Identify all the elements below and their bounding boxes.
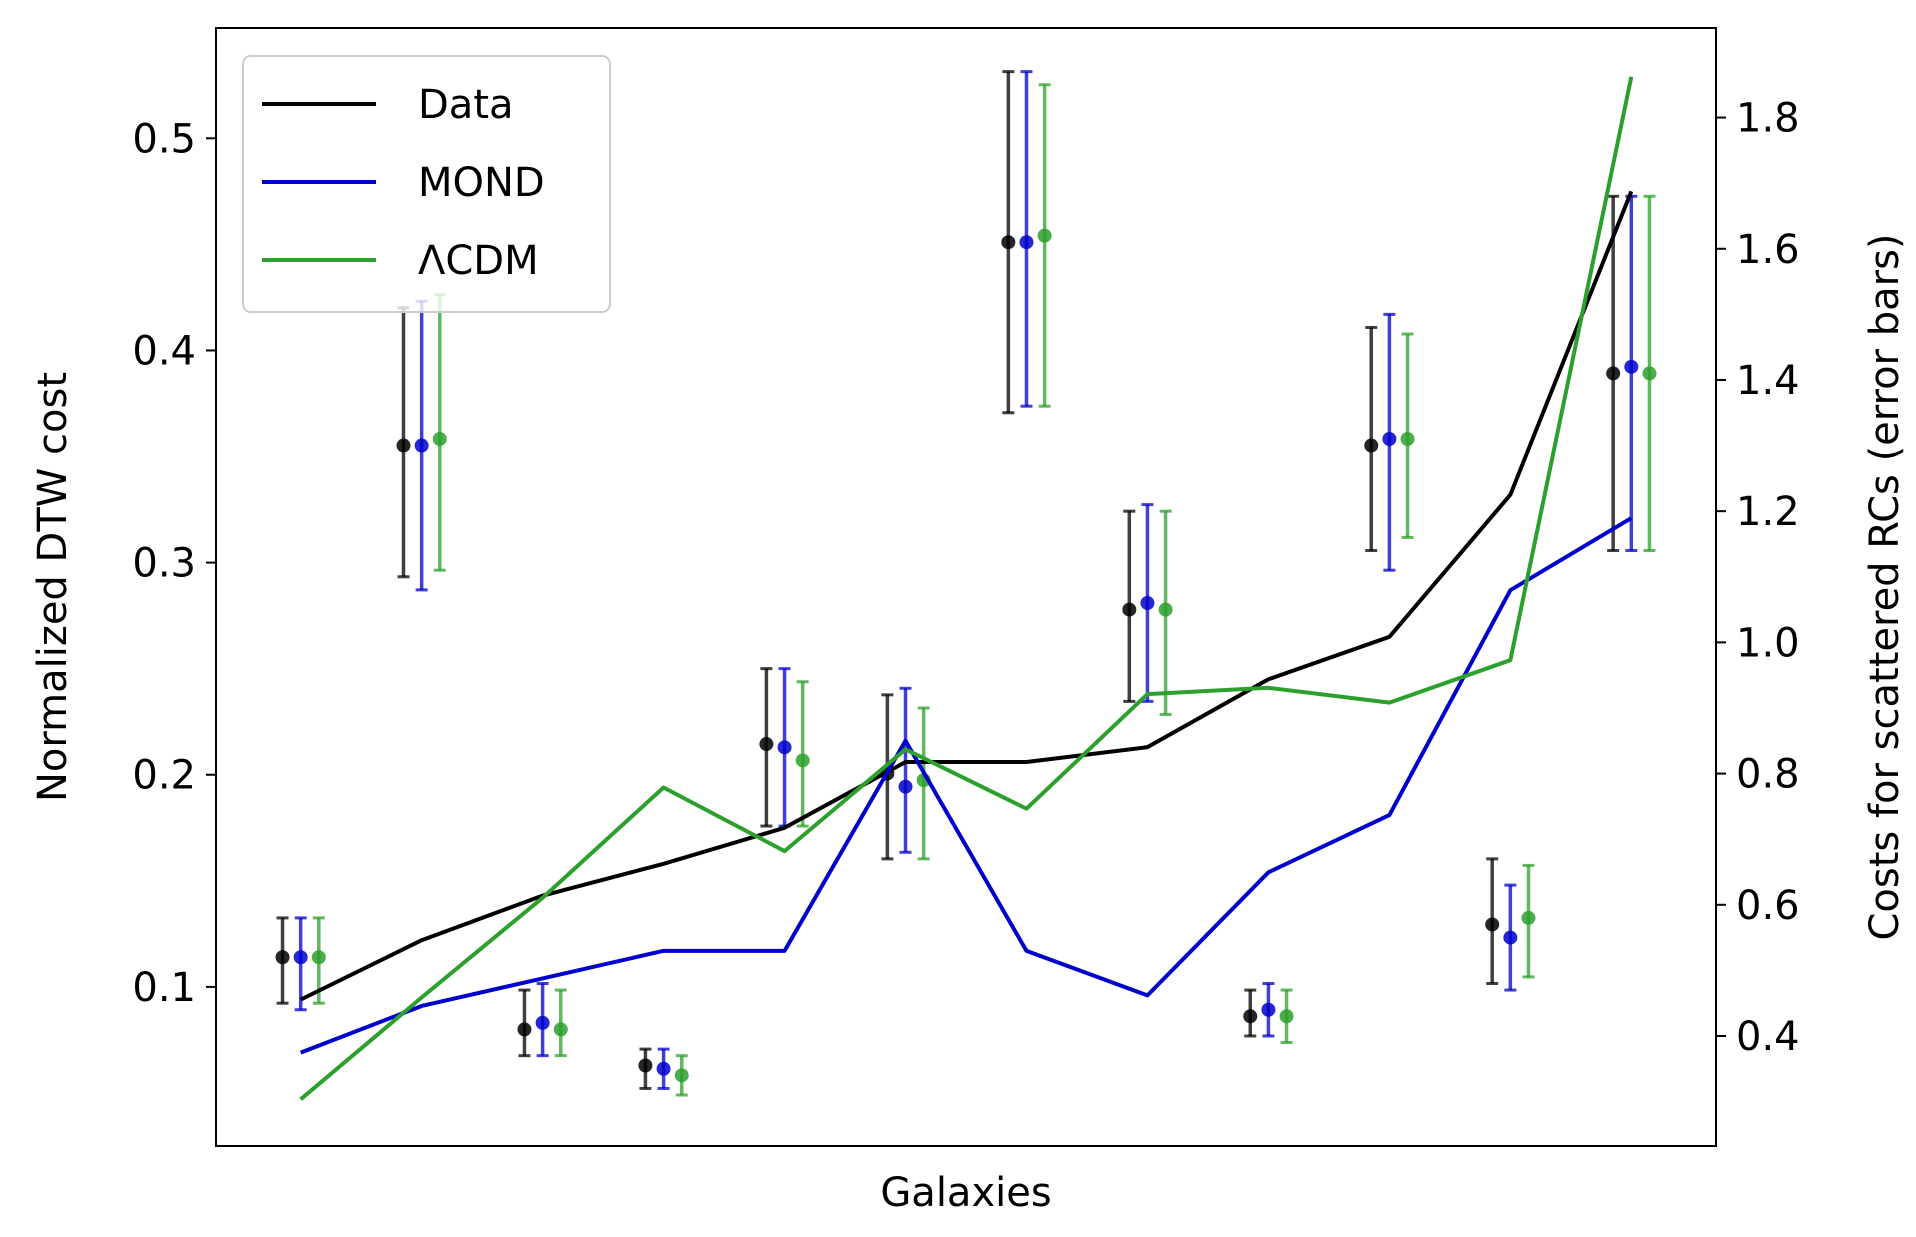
errorbar-point-mond	[535, 1015, 550, 1030]
y2-tick-label: 0.4	[1736, 1014, 1800, 1060]
errorbar-point-lcdm	[795, 753, 810, 768]
series-line-data	[299, 190, 1634, 1002]
errorbar-point-lcdm	[1521, 910, 1536, 925]
y2-tick-label: 1.6	[1736, 227, 1800, 273]
legend-label-data: Data	[418, 82, 514, 128]
plot-area	[275, 70, 1657, 1101]
errorbar-point-mond	[777, 740, 792, 755]
errorbar-point-data	[1243, 1009, 1258, 1024]
errorbar-point-data	[638, 1058, 653, 1073]
axes: 0.1 0.2 0.3 0.4 0.5 0.4 0.6 0.8 1.0 1.2 1.4 1.6 1.8	[132, 96, 1799, 1060]
errorbar-point-lcdm	[311, 950, 326, 965]
errorbar-point-data	[1001, 235, 1016, 250]
legend-box	[242, 55, 611, 313]
y-tick-label: 0.4	[132, 328, 196, 374]
errorbar-point-lcdm	[1158, 602, 1173, 617]
errorbar-point-data	[275, 950, 290, 965]
y2-tick-label: 0.8	[1736, 752, 1800, 798]
errorbar-point-mond	[1261, 1002, 1276, 1017]
errorbar-point-data	[759, 737, 774, 752]
x-axis-label: Galaxies	[880, 1170, 1051, 1216]
errorbar-point-data	[1364, 438, 1379, 453]
errorbar-point-mond	[1019, 235, 1034, 250]
errorbar-point-data	[1485, 917, 1500, 932]
y-tick-label: 0.3	[132, 541, 196, 587]
y-axis-label: Normalized DTW cost	[30, 372, 76, 802]
y-tick-label: 0.2	[132, 753, 196, 799]
legend-label-lcdm: ΛCDM	[418, 238, 539, 284]
y-tick-label: 0.5	[132, 116, 196, 162]
errorbar-point-lcdm	[1279, 1009, 1294, 1024]
errorbar-point-mond	[414, 438, 429, 453]
series-line-mond	[299, 516, 1633, 1055]
errorbar-point-data	[396, 438, 411, 453]
series-line-lcdm	[299, 76, 1634, 1101]
plot-frame	[215, 27, 1717, 1147]
errorbar-point-lcdm	[1642, 366, 1657, 381]
errorbar-point-mond	[293, 950, 308, 965]
errorbar-point-mond	[1624, 359, 1639, 374]
legend: Data MOND ΛCDM	[242, 55, 611, 313]
errorbar-point-mond	[1140, 596, 1155, 611]
y2-tick-label: 1.0	[1736, 620, 1800, 666]
errorbar-point-lcdm	[1400, 432, 1415, 447]
y2-tick-label: 1.4	[1736, 358, 1800, 404]
errorbar-point-mond	[656, 1061, 671, 1076]
y2-tick-label: 1.8	[1736, 96, 1800, 142]
errorbar-point-lcdm	[553, 1022, 568, 1037]
errorbar-point-data	[517, 1022, 532, 1037]
errorbar-point-data	[1122, 602, 1137, 617]
errorbar-point-lcdm	[674, 1068, 689, 1083]
errorbar-point-mond	[1503, 930, 1518, 945]
errorbar-point-lcdm	[1037, 228, 1052, 243]
errorbar-point-mond	[1382, 432, 1397, 447]
errorbar-point-lcdm	[432, 432, 447, 447]
y2-tick-label: 0.6	[1736, 883, 1800, 929]
errorbar-point-mond	[898, 779, 913, 794]
errorbar-point-data	[1606, 366, 1621, 381]
legend-label-mond: MOND	[418, 160, 545, 206]
y2-tick-label: 1.2	[1736, 489, 1800, 535]
y-tick-label: 0.1	[132, 965, 196, 1011]
y2-axis-label: Costs for scattered RCs (error bars)	[1862, 233, 1908, 940]
